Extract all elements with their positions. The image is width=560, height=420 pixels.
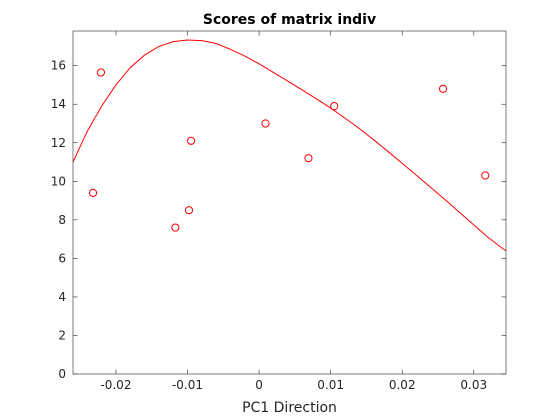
x-tick-label: 0.03: [460, 378, 487, 392]
fitted-curve: [72, 39, 507, 252]
x-tick-label: 0.01: [317, 378, 344, 392]
y-tick-label: 14: [51, 97, 66, 111]
y-tick-label: 16: [51, 59, 66, 73]
fitted-curve-layer: [72, 39, 507, 252]
data-points-layer: [88, 68, 490, 232]
x-tick-label: -0.01: [172, 378, 203, 392]
data-point: [304, 154, 313, 163]
chart-title: Scores of matrix indiv: [203, 12, 376, 28]
y-tick-label: 2: [58, 328, 66, 342]
x-tick-label: 0.02: [389, 378, 416, 392]
y-tick-label: 8: [58, 213, 66, 227]
data-point: [261, 119, 270, 128]
x-axis-label: PC1 Direction: [242, 400, 337, 416]
axes-box: [72, 30, 507, 375]
x-tick-label: 0: [255, 378, 263, 392]
data-point: [96, 68, 106, 77]
data-point: [481, 171, 490, 180]
data-point: [186, 136, 196, 145]
plot-area: [73, 31, 506, 374]
data-point: [330, 102, 339, 111]
y-tick-label: 10: [51, 174, 66, 188]
y-tick-label: 0: [58, 367, 66, 381]
x-tick-label: -0.02: [100, 378, 131, 392]
data-point: [88, 188, 98, 197]
y-tick-label: 12: [51, 136, 66, 150]
y-tick-label: 6: [58, 251, 66, 265]
data-point: [171, 223, 180, 232]
data-point: [438, 84, 448, 93]
y-tick-label: 4: [58, 290, 66, 304]
axis-ticks: -0.02 -0.01 0 0.01 0.02 0.03 0 2 4 6 8 10 12 14 16: [51, 31, 506, 392]
data-point: [184, 206, 194, 215]
